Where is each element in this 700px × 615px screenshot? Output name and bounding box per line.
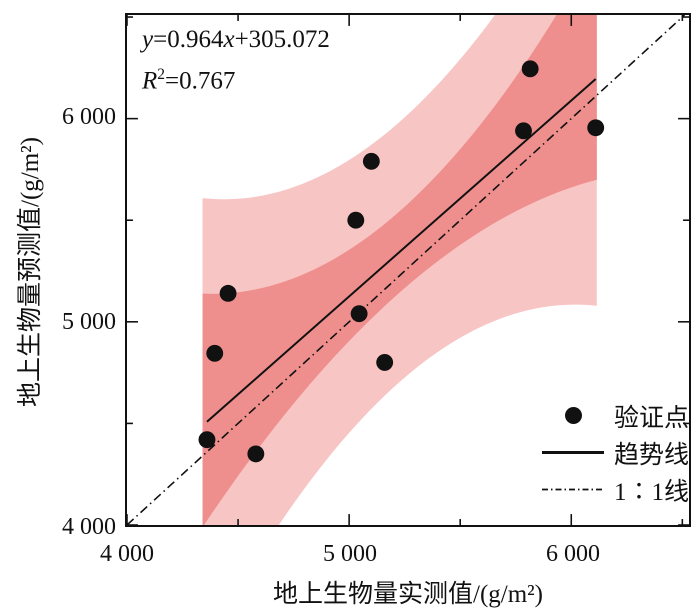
confidence-band-inner (202, 15, 597, 525)
data-point (515, 122, 532, 140)
x-axis-title: 地上生物量实测值/(g/m²) (273, 581, 543, 608)
data-point (587, 119, 605, 137)
dash-dot-line-icon (536, 487, 610, 492)
data-point (247, 445, 265, 463)
one-to-one-line (127, 15, 686, 525)
data-point (376, 354, 394, 371)
data-point (521, 60, 539, 78)
data-point (206, 344, 224, 362)
trend-line (206, 78, 597, 423)
y-tick-label-4000: 4 000 (62, 514, 116, 540)
legend-label-points: 验证点 (614, 404, 690, 432)
y-axis-title: 地上生物量预测值/(g/m²) (17, 137, 44, 407)
data-point (198, 431, 216, 449)
data-point (219, 284, 237, 302)
equation-line2: R2=0.767 (142, 66, 236, 95)
legend-item-trend: 趋势线 (536, 434, 689, 471)
legend-label-identity: 1∶1线 (614, 478, 690, 506)
legend-item-identity: 1∶1线 (536, 471, 689, 508)
y-tick-label-6000: 6 000 (62, 104, 116, 130)
legend-item-points: 验证点 (536, 397, 689, 434)
plot-area (125, 13, 691, 527)
data-point (350, 305, 368, 323)
equation-line1: y=0.964x+305.072 (142, 26, 330, 53)
data-point (362, 152, 380, 170)
legend: 验证点 趋势线 1∶1线 (536, 397, 689, 508)
solid-line-icon (536, 451, 610, 454)
legend-label-trend: 趋势线 (614, 441, 690, 469)
x-tick-label-5000: 5 000 (323, 541, 377, 567)
data-point (347, 211, 365, 229)
y-tick-label-5000: 5 000 (62, 309, 116, 335)
point-marker-icon (536, 407, 610, 424)
regression-equation: y=0.964x+305.072 R2=0.767 (142, 22, 330, 98)
x-tick-label-6000: 6 000 (546, 541, 600, 567)
x-tick-label-4000: 4 000 (100, 541, 154, 567)
plot-canvas (127, 15, 689, 525)
